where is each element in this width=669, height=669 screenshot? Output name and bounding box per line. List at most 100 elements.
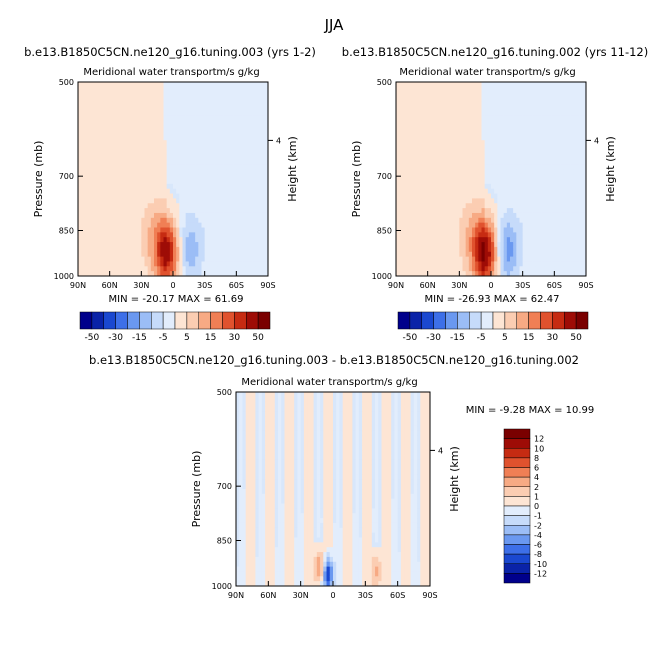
heatmap-cell (245, 179, 250, 185)
heatmap-cell (437, 203, 441, 209)
heatmap-cell (440, 212, 444, 219)
heatmap-cell (141, 91, 145, 97)
heatmap-cell (449, 106, 454, 112)
heatmap-cell (516, 271, 520, 277)
heatmap-cell (541, 193, 546, 199)
heatmap-cell (532, 159, 536, 165)
heatmap-cell (424, 96, 429, 102)
heatmap-cell (226, 106, 231, 112)
heatmap-cell (144, 169, 149, 175)
heatmap-cell (239, 86, 244, 93)
panel-1-units: m/s g/kg (216, 67, 259, 78)
heatmap-cell (252, 164, 256, 170)
heatmap-cell (258, 106, 263, 112)
heatmap-cell (582, 164, 587, 170)
heatmap-cell (440, 169, 444, 175)
heatmap-cell (472, 227, 476, 233)
heatmap-cell (100, 212, 104, 219)
heatmap-cell (245, 188, 250, 194)
heatmap-cell (249, 154, 253, 160)
heatmap-cell (402, 164, 406, 170)
heatmap-cell (405, 82, 410, 88)
heatmap-cell (122, 208, 126, 214)
heatmap-cell (519, 111, 524, 117)
heatmap-cell (421, 193, 425, 199)
heatmap-cell (236, 261, 240, 267)
heatmap-cell (261, 169, 266, 175)
heatmap-cell (424, 193, 429, 199)
heatmap-cell (100, 246, 104, 253)
heatmap-cell (214, 193, 218, 199)
heatmap-cell (411, 120, 416, 127)
heatmap-cell (468, 164, 473, 170)
heatmap-cell (179, 222, 183, 228)
heatmap-cell (567, 140, 571, 146)
heatmap-cell (468, 193, 473, 199)
heatmap-cell (144, 130, 149, 136)
heatmap-cell (138, 91, 142, 97)
heatmap-cell (513, 96, 517, 102)
heatmap-cell (465, 125, 470, 131)
heatmap-cell (100, 135, 104, 141)
heatmap-cell (434, 135, 438, 141)
heatmap-cell (264, 120, 269, 127)
heatmap-cell (103, 130, 107, 136)
heatmap-cell (150, 246, 155, 253)
heatmap-cell (223, 188, 228, 194)
heatmap-cell (217, 246, 221, 253)
heatmap-cell (421, 237, 425, 243)
heatmap-cell (119, 271, 123, 277)
heatmap-cell (491, 145, 495, 151)
heatmap-cell (541, 82, 546, 88)
heatmap-cell (223, 96, 228, 102)
heatmap-cell (236, 430, 240, 437)
heatmap-cell (453, 193, 457, 199)
heatmap-cell (236, 140, 240, 146)
heatmap-cell (513, 120, 517, 127)
heatmap-cell (198, 212, 202, 219)
heatmap-cell (459, 227, 463, 233)
heatmap-cell (245, 212, 250, 219)
heatmap-cell (100, 149, 104, 156)
heatmap-cell (579, 203, 584, 209)
heatmap-cell (211, 135, 215, 141)
heatmap-cell (255, 82, 259, 88)
heatmap-cell (494, 227, 498, 233)
heatmap-cell (510, 96, 514, 102)
heatmap-cell (462, 149, 467, 156)
heatmap-cell (138, 251, 142, 257)
heatmap-cell (236, 542, 240, 548)
heatmap-cell (449, 115, 454, 122)
heatmap-cell (87, 222, 92, 228)
heatmap-cell (506, 227, 511, 233)
heatmap-cell (506, 188, 511, 194)
heatmap-cell (427, 203, 432, 209)
heatmap-cell (440, 159, 444, 165)
heatmap-cell (144, 217, 149, 224)
heatmap-cell (554, 91, 558, 97)
heatmap-cell (506, 242, 511, 248)
colorbar-swatch (257, 311, 271, 330)
heatmap-cell (90, 125, 95, 131)
heatmap-cell (424, 154, 429, 160)
heatmap-cell (408, 179, 413, 185)
heatmap-cell (446, 179, 451, 185)
heatmap-cell (430, 208, 435, 214)
heatmap-cell (233, 256, 237, 262)
heatmap-cell (226, 149, 231, 156)
heatmap-cell (236, 203, 240, 209)
heatmap-cell (211, 183, 215, 190)
heatmap-cell (478, 140, 482, 146)
heatmap-cell (214, 135, 218, 141)
heatmap-cell (131, 222, 136, 228)
heatmap-cell (223, 101, 228, 107)
heatmap-cell (402, 120, 406, 127)
heatmap-cell (503, 106, 508, 112)
heatmap-cell (220, 149, 225, 156)
heatmap-cell (112, 135, 117, 141)
heatmap-cell (147, 120, 152, 127)
heatmap-cell (468, 169, 473, 175)
heatmap-cell (506, 91, 511, 97)
heatmap-cell (119, 232, 123, 238)
heatmap-cell (399, 130, 403, 136)
